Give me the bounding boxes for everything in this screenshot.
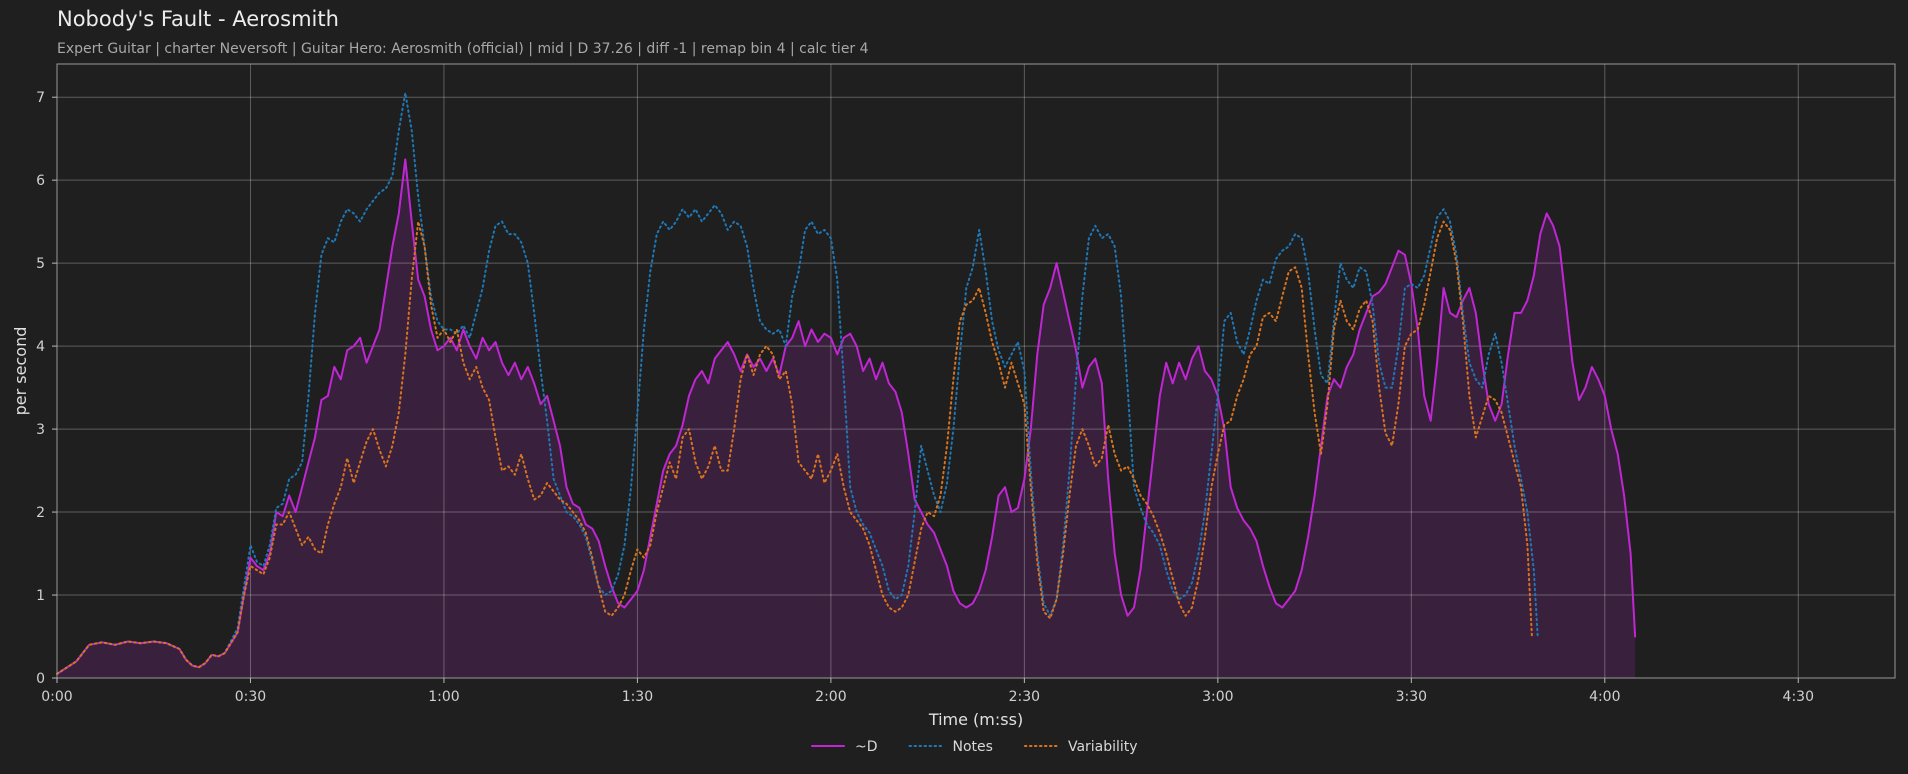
x-tick-label: 0:00: [41, 689, 72, 705]
chart-subtitle: Expert Guitar | charter Neversoft | Guit…: [57, 41, 869, 57]
x-tick-label: 2:00: [815, 689, 846, 705]
legend-label-d: ~D: [855, 739, 878, 755]
tick-layer: 0 1 2 3 4 5 6 7 0:00 0:30 1:00 1:30 2:00 2:30 3:00 3:30…: [36, 90, 1814, 705]
y-axis-label: per second: [11, 327, 30, 416]
chart-title: Nobody's Fault - Aerosmith: [57, 7, 339, 31]
x-tick-label: 1:00: [428, 689, 459, 705]
series-area-d: [57, 159, 1636, 678]
x-tick-label: 3:00: [1202, 689, 1233, 705]
x-axis-label: Time (m:ss): [928, 710, 1023, 729]
series-line-variability: [56, 220, 1533, 675]
y-tick-label: 3: [36, 422, 45, 438]
y-tick-label: 6: [36, 173, 45, 189]
y-tick-label: 5: [36, 256, 45, 272]
legend: ~D Notes Variability: [811, 739, 1138, 755]
series-line-notes: [56, 92, 1539, 675]
y-tick-label: 7: [36, 90, 45, 106]
x-tick-label: 3:30: [1396, 689, 1427, 705]
x-tick-label: 4:30: [1783, 689, 1814, 705]
x-tick-label: 1:30: [622, 689, 653, 705]
fill-layer: [57, 159, 1636, 678]
plot-frame: [56, 63, 1896, 679]
x-tick-label: 0:30: [235, 689, 266, 705]
legend-label-notes: Notes: [953, 739, 993, 755]
series-layer: [56, 92, 1637, 675]
y-tick-label: 2: [36, 505, 45, 521]
plot-area: [57, 64, 1895, 678]
x-tick-label: 2:30: [1009, 689, 1040, 705]
y-tick-label: 0: [36, 671, 45, 687]
y-tick-label: 1: [36, 588, 45, 604]
x-tick-label: 4:00: [1589, 689, 1620, 705]
series-line-d: [56, 158, 1637, 675]
legend-label-variability: Variability: [1068, 739, 1138, 755]
y-tick-label: 4: [36, 339, 45, 355]
